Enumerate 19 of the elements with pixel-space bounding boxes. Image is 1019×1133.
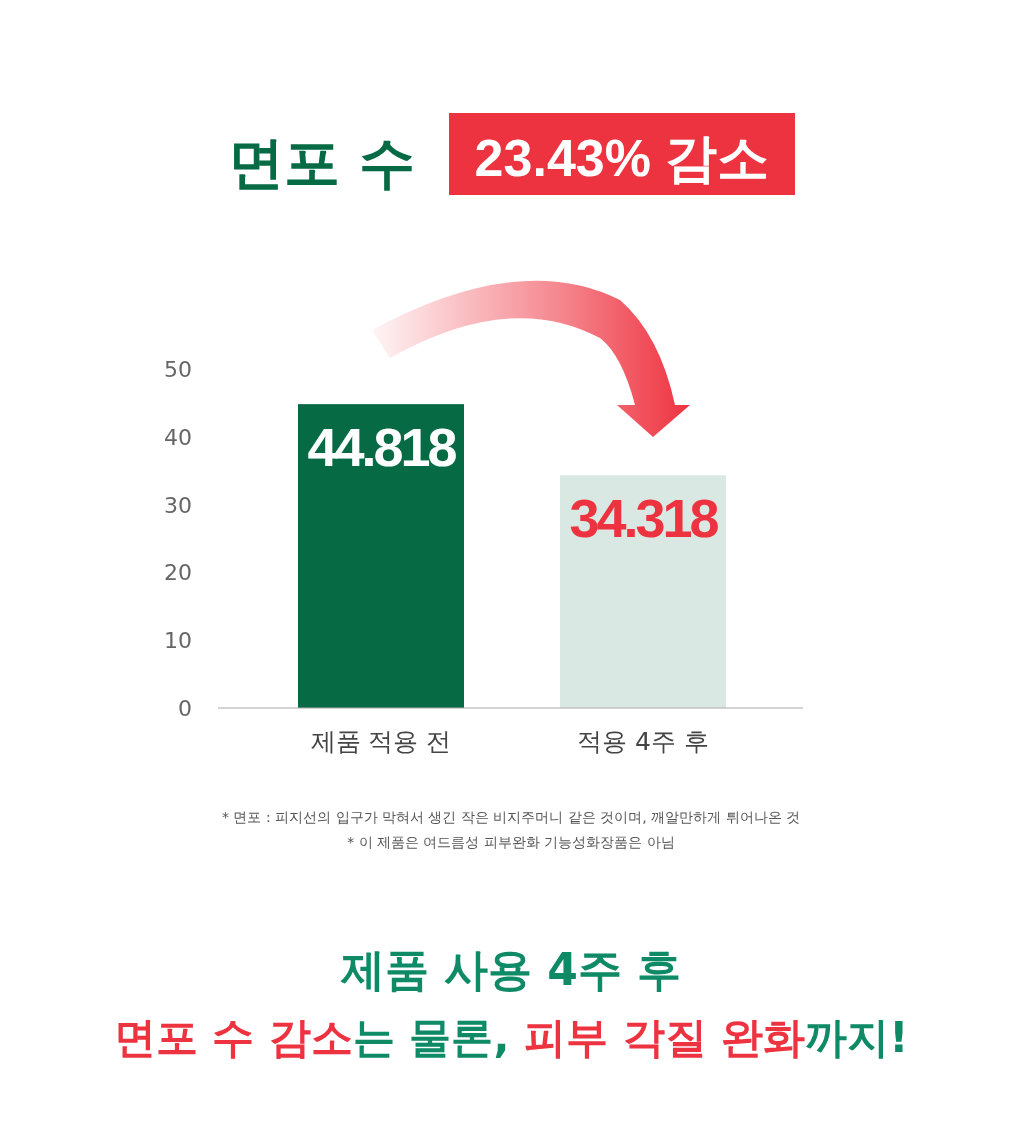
x-tick-label: 적용 4주 후 — [577, 727, 709, 756]
y-tick-label: 50 — [164, 357, 192, 382]
y-tick-label: 40 — [164, 424, 192, 450]
text: * 면포 : 피지선의 입구가 막혀서 생긴 작은 비지주머니 같은 것이며, 깨알만하게 튀어나온 것 — [221, 809, 801, 825]
chart-title: 면포 수 — [228, 130, 416, 195]
y-tick-label: 0 — [178, 696, 192, 721]
x-tick-label: 제품 적용 전 — [310, 727, 452, 756]
y-tick-label: 10 — [164, 628, 192, 654]
data-label: 34.318 — [569, 488, 719, 549]
text: * 이 제품은 여드름성 피부완화 기능성화장품은 아님 — [347, 834, 675, 850]
chart-subtitle: 23.43% 감소 — [474, 129, 770, 187]
y-tick-label: 20 — [164, 560, 192, 586]
text: 피부 각질 완화 — [524, 1013, 806, 1062]
text: 는 물론, — [352, 1013, 525, 1062]
text: 까지! — [805, 1013, 909, 1062]
text: 면포 수 감소 — [113, 1013, 353, 1062]
data-label: 44.818 — [307, 417, 457, 478]
y-tick-label: 30 — [164, 492, 192, 518]
text: 제품 사용 4주 후 — [339, 944, 682, 995]
